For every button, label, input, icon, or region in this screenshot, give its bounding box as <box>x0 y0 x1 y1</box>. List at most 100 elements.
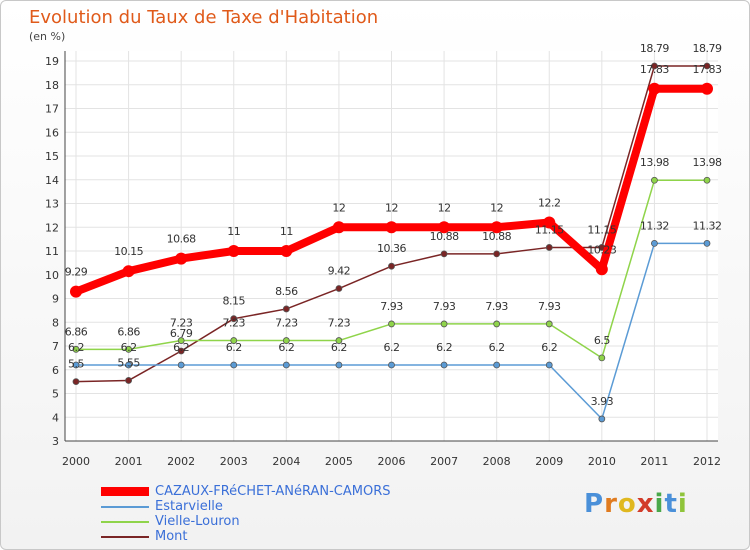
data-label-0: 12.2 <box>538 197 561 210</box>
data-point-0 <box>701 82 713 95</box>
data-label-3: 18.79 <box>693 42 722 55</box>
data-label-2: 7.23 <box>275 317 298 330</box>
data-point-0 <box>648 82 661 95</box>
proxiti-logo: Proxiti <box>584 489 688 519</box>
data-point-1 <box>335 361 343 369</box>
data-label-0: 10.68 <box>167 233 196 246</box>
data-label-2: 7.23 <box>170 317 193 330</box>
data-label-1: 6.2 <box>541 341 557 354</box>
data-label-2: 7.23 <box>223 317 246 330</box>
data-label-1: 6.2 <box>384 341 400 354</box>
data-point-1 <box>282 361 290 369</box>
data-point-2 <box>598 354 606 362</box>
x-tick-label: 2000 <box>62 455 90 468</box>
data-point-2 <box>282 337 290 344</box>
legend: CAZAUX-FRéCHET-ANéRAN-CAMORS Estarvielle… <box>101 484 391 544</box>
x-tick-label: 2002 <box>167 455 195 468</box>
data-point-1 <box>388 361 395 369</box>
y-tick-label: 5 <box>52 388 59 401</box>
data-label-1: 6.2 <box>68 341 84 354</box>
data-point-1 <box>72 361 80 369</box>
data-point-0 <box>227 245 240 257</box>
data-point-3 <box>388 262 395 270</box>
y-tick-label: 11 <box>45 245 59 258</box>
data-label-1: 11.32 <box>640 219 669 232</box>
data-label-2: 13.98 <box>693 156 722 169</box>
data-label-2: 7.93 <box>433 300 456 313</box>
y-tick-label: 8 <box>52 316 59 329</box>
data-point-1 <box>651 239 658 247</box>
legend-label: Mont <box>155 529 188 544</box>
data-label-0: 12 <box>438 201 451 214</box>
data-label-2: 6.5 <box>594 334 610 347</box>
data-label-2: 13.98 <box>640 156 669 169</box>
y-tick-label: 4 <box>52 411 59 424</box>
y-tick-label: 14 <box>45 174 59 187</box>
y-tick-label: 16 <box>45 126 59 139</box>
data-label-0: 10.15 <box>114 245 143 258</box>
chart-subtitle: (en %) <box>29 30 66 43</box>
data-label-0: 10.23 <box>587 243 616 256</box>
logo-letter: i <box>677 489 688 519</box>
y-tick-label: 12 <box>45 221 59 234</box>
y-tick-label: 19 <box>45 55 59 68</box>
data-label-0: 9.29 <box>65 266 88 279</box>
legend-item: CAZAUX-FRéCHET-ANéRAN-CAMORS <box>101 484 391 499</box>
y-tick-label: 15 <box>45 150 59 163</box>
chart-title: Evolution du Taux de Taxe d'Habitation <box>29 7 379 28</box>
data-label-0: 11 <box>227 225 240 238</box>
y-tick-label: 6 <box>52 364 59 377</box>
data-point-1 <box>493 361 501 369</box>
data-label-0: 17.83 <box>693 63 722 76</box>
data-point-1 <box>125 361 132 369</box>
data-point-2 <box>72 345 80 353</box>
data-point-2 <box>703 176 711 184</box>
data-label-3: 10.88 <box>430 230 459 243</box>
data-point-0 <box>332 221 345 234</box>
x-tick-label: 2006 <box>378 455 406 468</box>
data-point-1 <box>440 361 448 369</box>
data-label-2: 7.93 <box>485 300 508 313</box>
x-tick-label: 2008 <box>483 455 511 468</box>
data-point-3 <box>493 250 501 258</box>
x-tick-label: 2007 <box>430 455 458 468</box>
data-label-2: 6.86 <box>65 325 88 338</box>
data-point-3 <box>651 62 658 70</box>
data-label-1: 6.2 <box>331 341 347 354</box>
data-point-2 <box>493 320 501 328</box>
data-point-1 <box>598 415 606 423</box>
x-tick-label: 2012 <box>693 455 721 468</box>
data-point-1 <box>545 361 553 369</box>
y-tick-label: 17 <box>45 103 59 116</box>
data-point-0 <box>280 245 293 257</box>
y-tick-label: 7 <box>52 340 59 353</box>
data-point-3 <box>703 62 711 70</box>
data-point-0 <box>595 263 608 276</box>
data-label-3: 10.88 <box>482 230 511 243</box>
data-point-0 <box>385 221 398 234</box>
y-tick-label: 18 <box>45 79 59 92</box>
data-label-3: 10.36 <box>377 242 406 255</box>
data-label-3: 5.5 <box>68 358 84 371</box>
data-label-1: 6.2 <box>226 341 242 354</box>
data-label-0: 12 <box>385 201 398 214</box>
legend-label: Vielle-Louron <box>155 514 240 529</box>
x-tick-label: 2009 <box>535 455 563 468</box>
data-label-1: 6.2 <box>489 341 505 354</box>
data-point-0 <box>438 221 451 234</box>
legend-label: CAZAUX-FRéCHET-ANéRAN-CAMORS <box>155 484 391 499</box>
data-label-0: 12 <box>332 201 345 214</box>
data-point-1 <box>230 361 238 369</box>
data-point-2 <box>388 320 395 328</box>
data-label-0: 17.83 <box>640 63 669 76</box>
data-point-2 <box>230 337 238 344</box>
data-point-3 <box>72 378 80 386</box>
data-point-2 <box>440 320 448 328</box>
data-point-3 <box>335 285 343 292</box>
data-point-1 <box>703 239 711 247</box>
data-point-0 <box>490 221 503 234</box>
x-tick-label: 2011 <box>640 455 668 468</box>
y-tick-label: 9 <box>52 293 59 306</box>
